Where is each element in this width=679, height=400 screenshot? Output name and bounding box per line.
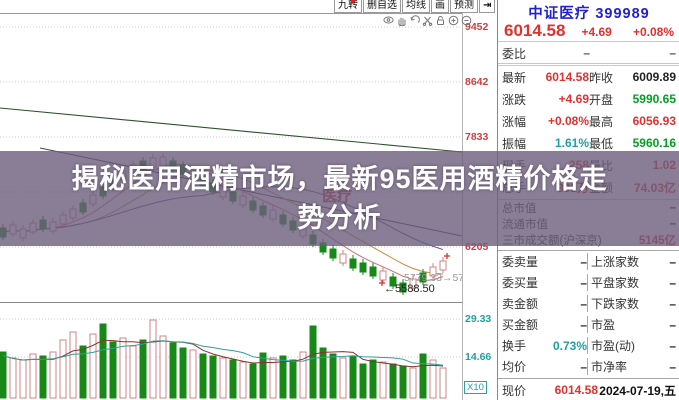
field-label: 最高 <box>589 114 614 129</box>
headline-overlay: 揭秘医用酒精市场，最新95医用酒精价格走 势分析 <box>0 151 679 246</box>
field-value: 5960.16 <box>632 136 676 150</box>
field-value: +0.08% <box>547 114 589 128</box>
field-label: 下跌家数 <box>591 297 640 311</box>
instrument-name: 中证医疗 <box>528 6 591 22</box>
zoom-in-icon[interactable] <box>448 13 459 31</box>
instrument-title: 中证医疗 399989 <box>498 2 679 22</box>
axis-label: 8642 <box>465 76 489 88</box>
field-label: 涨幅 <box>502 114 527 129</box>
field-label: 换手 <box>502 339 527 353</box>
weibi-row: 委比 – – <box>498 43 679 66</box>
field-label: 卖金额 <box>502 297 539 311</box>
panel-row: 买金额 – 市盈 – <box>498 314 679 335</box>
field-label: 最新 <box>502 70 527 85</box>
field-label: 买金额 <box>502 318 539 332</box>
field-value: 0.73% <box>552 338 587 353</box>
volume-scale-badge: X10 <box>464 381 487 394</box>
trade-date: 2024-07-19,五 <box>599 383 676 398</box>
field-value: – <box>669 359 676 374</box>
alert-flag-icon <box>351 0 357 5</box>
field-value: – <box>669 296 676 311</box>
panel-row: 涨幅 +0.08% 最高 6056.93 <box>498 110 679 132</box>
panel-row: 换手 0.73% 市盈(动) – <box>498 335 679 356</box>
lock-icon[interactable] <box>435 13 446 31</box>
axis-label: 29.33 <box>465 313 492 325</box>
panel-row: 涨跌 +4.69 开盘 5990.65 <box>498 88 679 110</box>
field-label: 昨收 <box>589 70 614 85</box>
axis-label: 9452 <box>465 21 489 33</box>
panel-row: 均价 – 市净率 – <box>498 356 679 377</box>
field-label: 开盘 <box>589 92 614 107</box>
panel-row: 卖金额 – 下跌家数 – <box>498 293 679 314</box>
field-value: – <box>580 254 587 269</box>
undo-icon[interactable] <box>409 13 420 31</box>
current-price-value: 6014.58 <box>554 383 598 397</box>
field-value: – <box>580 359 587 374</box>
price-change-pct: +0.08% <box>632 25 674 39</box>
field-label: 市盈 <box>591 318 616 332</box>
field-value: 1.61% <box>554 136 589 150</box>
zoom-out-icon[interactable] <box>461 13 472 31</box>
headline-line2: 势分析 <box>297 202 382 233</box>
axis-label: 7833 <box>465 131 489 143</box>
field-value: 6014.58 <box>545 70 589 84</box>
weibi-label: 委比 <box>502 46 527 61</box>
order-stats-section: 委卖量 – 上涨家数 – 委买量 – 平盘家数 – 卖金额 – 下跌家数 – 买金额 – 市盈 – 换手 0.73… <box>498 250 679 377</box>
field-label: 市净率 <box>591 360 628 374</box>
toolbar-button-画[interactable]: 画 <box>431 0 449 13</box>
scissors-icon[interactable] <box>422 13 433 31</box>
toolbar-button-均线[interactable]: 均线 <box>402 0 430 13</box>
panel-row: 委卖量 – 上涨家数 – <box>498 251 679 272</box>
field-value: 6056.93 <box>632 114 676 128</box>
toolbar-button-九转[interactable]: 九转 <box>334 0 362 13</box>
field-value: – <box>669 338 676 353</box>
field-value: – <box>580 317 587 332</box>
field-label: 均价 <box>502 360 527 374</box>
toolbar-button-删自选[interactable]: 删自选 <box>363 0 401 13</box>
weibi-value-2: – <box>669 46 676 60</box>
field-label: 委买量 <box>502 276 539 290</box>
hand-icon[interactable] <box>396 13 407 31</box>
panel-row: 振幅 1.61% 最低 5960.16 <box>498 132 679 154</box>
field-label: 平盘家数 <box>591 276 640 290</box>
field-value: – <box>669 317 676 332</box>
field-value: 5990.65 <box>632 92 676 106</box>
field-value: – <box>580 275 587 290</box>
status-bar: 现价 6014.58 2024-07-19,五 <box>498 378 679 400</box>
axis-label: 14.66 <box>465 351 492 363</box>
panel-row: 最新 6014.58 昨收 6009.89 <box>498 66 679 88</box>
field-value: +4.69 <box>558 92 589 106</box>
field-value: – <box>580 296 587 311</box>
field-label: 市盈(动) <box>591 339 635 353</box>
current-price-label: 现价 <box>502 383 527 398</box>
svg-text:←5588.50: ←5588.50 <box>384 283 435 295</box>
field-label: 涨跌 <box>502 92 527 107</box>
jump-latest-button[interactable]: ⇥ <box>479 0 496 13</box>
price-row: 6014.58 +4.69 +0.08% <box>498 21 679 42</box>
weibi-value: – <box>583 46 590 60</box>
instrument-code: 399989 <box>595 6 650 22</box>
field-label: 振幅 <box>502 136 527 151</box>
field-label: 委卖量 <box>502 255 539 269</box>
field-label: 上涨家数 <box>591 255 640 269</box>
field-value: 6009.89 <box>632 70 676 84</box>
field-value: – <box>669 275 676 290</box>
field-label: 最低 <box>589 136 614 151</box>
price-change: +4.69 <box>581 25 612 39</box>
svg-text:5779.33→5782: 5779.33→5782 <box>404 272 462 284</box>
headline-line1: 揭秘医用酒精市场，最新95医用酒精价格走 <box>71 163 608 194</box>
field-value: – <box>669 254 676 269</box>
chart-toolbar: 九转 删自选 均线画预测 ⇥ <box>334 0 496 13</box>
chart-tool-icons <box>383 13 472 31</box>
last-price: 6014.58 <box>504 21 566 40</box>
toolbar-button-预测[interactable]: 预测 <box>450 0 478 13</box>
panel-row: 委买量 – 平盘家数 – <box>498 272 679 293</box>
eye-icon[interactable] <box>383 13 394 31</box>
